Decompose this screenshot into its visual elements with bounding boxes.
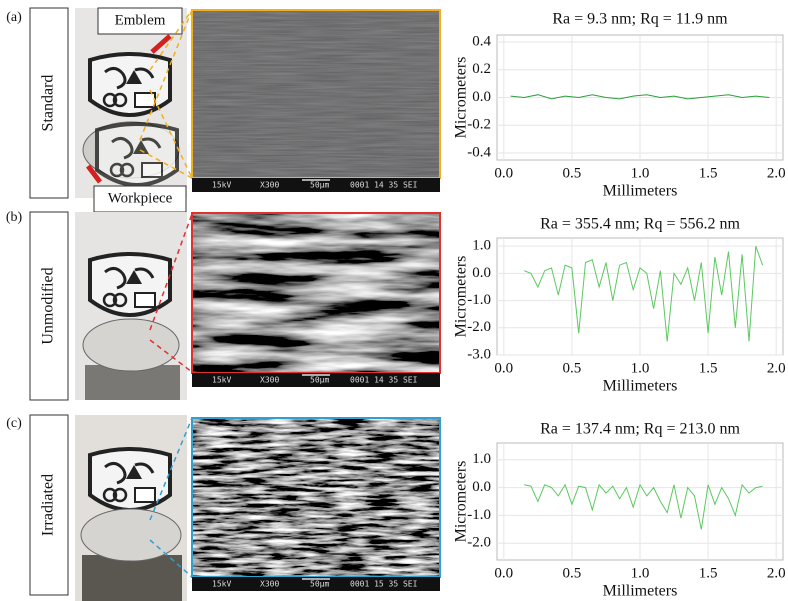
x-tick-label: 0.5	[563, 565, 582, 581]
y-axis-label: Micrometers	[453, 461, 470, 543]
panel-label: (c)	[6, 416, 22, 431]
x-tick-label: 0.0	[494, 360, 513, 376]
callout: Emblem	[115, 12, 166, 28]
workpiece	[82, 555, 182, 601]
x-tick-label: 2.0	[767, 565, 786, 581]
chart-title: Ra = 137.4 nm; Rq = 213.0 nm	[540, 421, 740, 438]
sem-caption: 0001 14 35 SEI	[350, 181, 418, 190]
x-tick-label: 1.0	[631, 360, 650, 376]
panel-label: (a)	[6, 10, 22, 25]
y-tick-label: -0.4	[467, 144, 491, 160]
sem-caption: X300	[260, 580, 279, 589]
x-tick-label: 2.0	[767, 165, 786, 181]
y-tick-label: -0.2	[467, 117, 491, 133]
y-tick-label: -2.0	[467, 535, 491, 551]
sem-caption: 50µm	[310, 580, 329, 589]
x-tick-label: 1.5	[699, 565, 718, 581]
sem-caption: X300	[260, 376, 279, 385]
x-tick-label: 2.0	[767, 360, 786, 376]
x-tick-label: 1.0	[631, 565, 650, 581]
workpiece	[83, 319, 179, 371]
y-tick-label: 0.4	[472, 33, 491, 49]
workpiece-emblem	[97, 124, 177, 185]
y-tick-label: 0.0	[472, 89, 491, 105]
y-tick-label: -2.0	[467, 319, 491, 335]
sem-caption: 15kV	[212, 376, 231, 385]
x-axis-label: Millimeters	[603, 583, 678, 600]
y-tick-label: 0.0	[472, 265, 491, 281]
sem-caption: 0001 15 35 SEI	[350, 580, 418, 589]
panel-name: Standard	[40, 75, 57, 132]
y-tick-label: -1.0	[467, 292, 491, 308]
x-tick-label: 1.5	[699, 360, 718, 376]
emblem-photo	[90, 54, 170, 115]
x-tick-label: 0.5	[563, 360, 582, 376]
y-tick-label: 1.0	[472, 238, 491, 254]
sem-caption: 15kV	[212, 580, 231, 589]
sem-caption: 50µm	[310, 376, 329, 385]
sem-texture	[193, 214, 439, 372]
sem-caption: 15kV	[212, 181, 231, 190]
x-tick-label: 0.0	[494, 565, 513, 581]
y-tick-label: 0.0	[472, 479, 491, 495]
x-tick-label: 1.5	[699, 165, 718, 181]
figure: (a) Standard Emblem Workpiece (b) Unmodi…	[0, 0, 788, 601]
sem-caption: 0001 14 35 SEI	[350, 376, 418, 385]
sem-texture	[193, 11, 439, 177]
x-axis-label: Millimeters	[603, 378, 678, 395]
panel-name: Unmodified	[40, 267, 57, 344]
x-tick-label: 1.0	[631, 165, 650, 181]
callout: Workpiece	[108, 190, 173, 206]
y-tick-label: 0.2	[472, 61, 491, 77]
sem-caption: 50µm	[310, 181, 329, 190]
emblem-photo	[90, 254, 170, 315]
chart-title: Ra = 9.3 nm; Rq = 11.9 nm	[552, 11, 728, 28]
y-tick-label: -1.0	[467, 507, 491, 523]
y-tick-label: 1.0	[472, 451, 491, 467]
x-tick-label: 0.5	[563, 165, 582, 181]
panel-name: Irradiated	[40, 474, 57, 536]
x-axis-label: Millimeters	[603, 183, 678, 200]
y-tick-label: -3.0	[467, 346, 491, 362]
panel-label: (b)	[6, 210, 23, 225]
sem-caption: X300	[260, 181, 279, 190]
chart-title: Ra = 355.4 nm; Rq = 556.2 nm	[540, 216, 740, 233]
sem-texture	[193, 419, 439, 576]
x-tick-label: 0.0	[494, 165, 513, 181]
